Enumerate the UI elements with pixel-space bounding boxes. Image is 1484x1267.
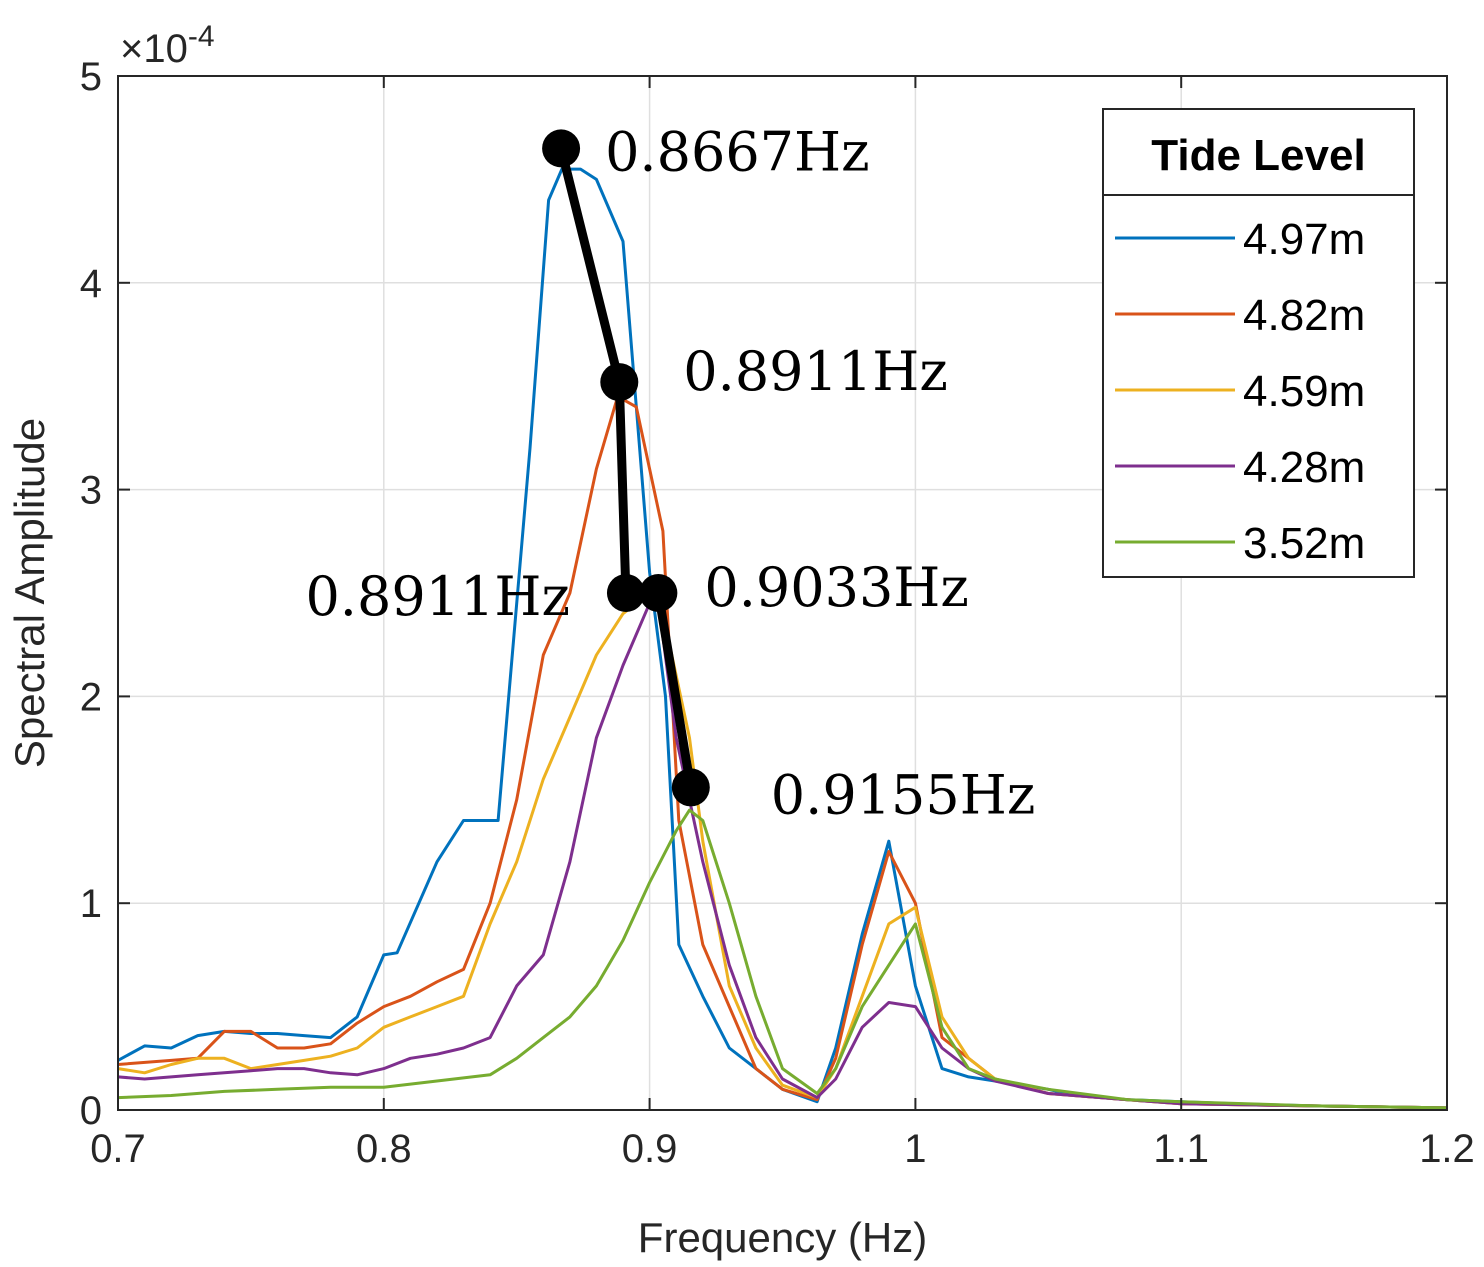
y-tick-label: 3 bbox=[80, 469, 102, 513]
plot-frame bbox=[117, 75, 1448, 1111]
x-tick-label: 0.9 bbox=[622, 1127, 678, 1171]
peak-marker bbox=[639, 574, 678, 612]
annotation-layer: 0.8667Hz 0.8911Hz 0.8911Hz 0.9033Hz 0.9155Hz bbox=[305, 120, 1035, 826]
y-axis-label: Spectral Amplitude bbox=[6, 418, 53, 768]
x-tick-label: 1 bbox=[904, 1127, 926, 1171]
legend: Tide Level 4.97m 4.82m 4.59m 4.28m 3.52m bbox=[1102, 108, 1415, 578]
peak-annotation: 0.8911Hz bbox=[683, 340, 948, 403]
legend-entries: 4.97m 4.82m 4.59m 4.28m 3.52m bbox=[1115, 215, 1365, 568]
y-tick-label: 4 bbox=[80, 262, 102, 306]
legend-label: 4.97m bbox=[1243, 215, 1365, 264]
y-tick-label: 1 bbox=[80, 882, 102, 926]
x-tick-label: 1.2 bbox=[1419, 1127, 1475, 1171]
peak-annotation: 0.9155Hz bbox=[771, 763, 1036, 826]
legend-title-box bbox=[1102, 108, 1415, 196]
peak-marker bbox=[671, 768, 710, 807]
peak-annotation: 0.8911Hz bbox=[305, 565, 570, 628]
legend-label: 4.59m bbox=[1243, 367, 1365, 416]
legend-label: 4.28m bbox=[1243, 443, 1365, 492]
series-line-4.28m bbox=[117, 595, 1448, 1110]
peak-path-layer bbox=[542, 129, 710, 807]
peak-marker bbox=[606, 574, 645, 612]
peak-annotation: 0.9033Hz bbox=[704, 556, 969, 619]
y-tick-label: 2 bbox=[80, 675, 102, 719]
x-tick-label: 0.8 bbox=[356, 1127, 412, 1171]
x-axis-label: Frequency (Hz) bbox=[638, 1214, 927, 1261]
series-line-3.52m bbox=[117, 808, 1448, 1110]
legend-label: 4.82m bbox=[1243, 291, 1365, 340]
peak-annotation: 0.8667Hz bbox=[605, 120, 870, 183]
peak-marker bbox=[600, 363, 639, 402]
y-tick-label: 5 bbox=[80, 55, 102, 99]
x-tick-label: 1.1 bbox=[1153, 1127, 1209, 1171]
legend-box bbox=[1102, 194, 1415, 578]
tick-layer: 0.7 0.8 0.9 1 1.1 1.2 0 1 2 3 4 5 bbox=[80, 55, 1475, 1171]
legend-label: 3.52m bbox=[1243, 519, 1365, 568]
y-exponent-label: ×10-4 bbox=[120, 20, 215, 71]
x-tick-label: 0.7 bbox=[90, 1127, 146, 1171]
peak-marker bbox=[542, 129, 581, 168]
legend-title: Tide Level bbox=[1151, 131, 1365, 180]
y-tick-label: 0 bbox=[80, 1089, 102, 1133]
